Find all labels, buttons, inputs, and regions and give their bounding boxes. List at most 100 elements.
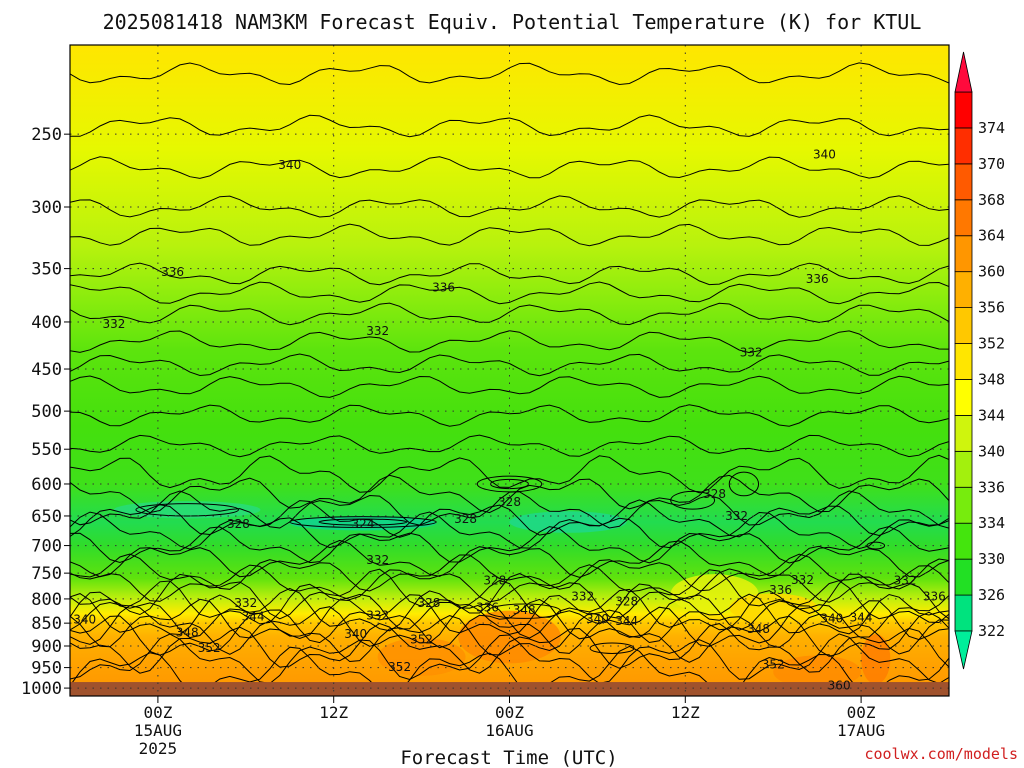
contour-label-text: 344: [850, 610, 873, 624]
contour-label-text: 344: [615, 614, 638, 628]
colorbar-segment: [954, 558, 973, 596]
contour-loop: [866, 541, 886, 550]
contour-label: 332: [894, 574, 917, 588]
site-credit: coolwx.com/models: [864, 745, 1018, 763]
contour-label: 348: [747, 622, 770, 636]
x-tick-label: 2025: [139, 739, 178, 758]
contour-label-text: 328: [498, 495, 521, 509]
chart-title: 2025081418 NAM3KM Forecast Equiv. Potent…: [103, 10, 922, 34]
contour-line: [70, 474, 949, 514]
colorbar-segment: [954, 379, 973, 416]
contour-label: 332: [366, 609, 389, 623]
contour-line: [70, 525, 949, 564]
contour-label: 352: [388, 660, 411, 674]
contour-line: [70, 633, 949, 685]
contour-label-text: 328: [483, 574, 506, 588]
contour-label-text: 332: [366, 324, 389, 338]
x-tick-label: 15AUG: [134, 721, 182, 740]
contour-label: 328: [703, 487, 726, 501]
colorbar-segment: [954, 271, 973, 308]
contour-label-text: 352: [388, 660, 411, 674]
contour-loop: [487, 603, 562, 619]
y-tick-label: 800: [31, 590, 62, 610]
x-tick-label: 00Z: [143, 703, 172, 722]
contour-label-text: 352: [198, 641, 221, 655]
colorbar-label: 340: [978, 442, 1005, 460]
colorbar-segment: [954, 199, 973, 237]
contour-label-text: 336: [161, 265, 184, 279]
contour-label: 340: [344, 627, 367, 641]
x-tick-label: 16AUG: [485, 721, 533, 740]
contour-label: 324: [352, 517, 375, 531]
contour-lines: [70, 62, 949, 696]
contour-label: 328: [615, 594, 638, 608]
y-tick-label: 600: [31, 475, 62, 495]
field-patch: [458, 610, 561, 664]
contour-labels: 340 340 336 336 336 332 332 332 328 324 328 328 328 3…: [73, 147, 946, 692]
contour-label-text: 348: [747, 622, 770, 636]
colorbar-label: 370: [978, 155, 1005, 173]
contour-line: [70, 539, 949, 578]
contour-label-text: 336: [923, 589, 946, 603]
colorbar-segment: [954, 91, 973, 129]
contour-label-text: 332: [234, 596, 257, 610]
plot-area: 340 340 336 336 336 332 332 332 328 324 328 328 328 3…: [70, 45, 949, 696]
contour-label: 332: [571, 589, 594, 603]
y-tick-label: 650: [31, 507, 62, 527]
colorbar-label: 344: [978, 406, 1005, 424]
y-tick-label: 500: [31, 402, 62, 422]
colorbar-label: 368: [978, 191, 1005, 209]
colorbar-label: 336: [978, 478, 1005, 496]
contour-line: [70, 454, 949, 494]
contour-label: 328: [417, 596, 440, 610]
contour-label: 328: [227, 517, 250, 531]
contour-line: [70, 302, 949, 326]
contour-label: 328: [498, 495, 521, 509]
y-tick-label: 900: [31, 637, 62, 657]
colorbar-label: 322: [978, 622, 1005, 640]
contour-label: 340: [278, 158, 301, 172]
colorbar-label: 326: [978, 586, 1005, 604]
x-tick-label: 12Z: [671, 703, 700, 722]
y-tick-label: 550: [31, 440, 62, 460]
colorbar-label: 348: [978, 370, 1005, 388]
contour-line: [70, 511, 949, 550]
contour-label-text: 340: [73, 612, 96, 626]
colorbar-segment: [954, 414, 973, 452]
contour-label: 352: [198, 641, 221, 655]
y-tick-label: 850: [31, 614, 62, 634]
contour-label-text: 332: [740, 346, 763, 360]
y-tick-label: 300: [31, 198, 62, 218]
contour-label-text: 332: [725, 509, 748, 523]
y-tick-label: 700: [31, 537, 62, 557]
colorbar: 322 326 330 334 336 340 344 348 352 356 360 364 368 3…: [954, 51, 1005, 670]
contour-line: [70, 553, 949, 592]
colorbar-segment: [954, 450, 973, 488]
colorbar-segment: [954, 522, 973, 560]
contour-label: 340: [813, 147, 836, 161]
contour-label-text: 352: [410, 632, 433, 646]
colorbar-segment: [954, 127, 973, 165]
colorbar-label: 352: [978, 335, 1005, 353]
contour-label-text: 328: [227, 517, 250, 531]
contour-label: 328: [454, 512, 477, 526]
contour-label: 336: [769, 583, 792, 597]
contour-label-text: 328: [454, 512, 477, 526]
y-tick-label: 1000: [21, 679, 62, 699]
colorbar-label: 334: [978, 514, 1005, 532]
contour-label: 360: [828, 678, 851, 692]
contour-line: [70, 579, 949, 631]
contour-line: [70, 645, 949, 696]
contour-label: 340: [820, 611, 843, 625]
x-axis-label: Forecast Time (UTC): [400, 747, 617, 768]
y-tick-label: 250: [31, 125, 62, 145]
y-tick-label: 350: [31, 260, 62, 280]
contour-label: 336: [432, 281, 455, 295]
contour-line: [70, 114, 949, 138]
contour-line: [70, 622, 949, 674]
contour-label: 344: [615, 614, 638, 628]
y-tick-label: 450: [31, 360, 62, 380]
contour-label: 344: [242, 610, 265, 624]
contour-line: [70, 375, 949, 398]
